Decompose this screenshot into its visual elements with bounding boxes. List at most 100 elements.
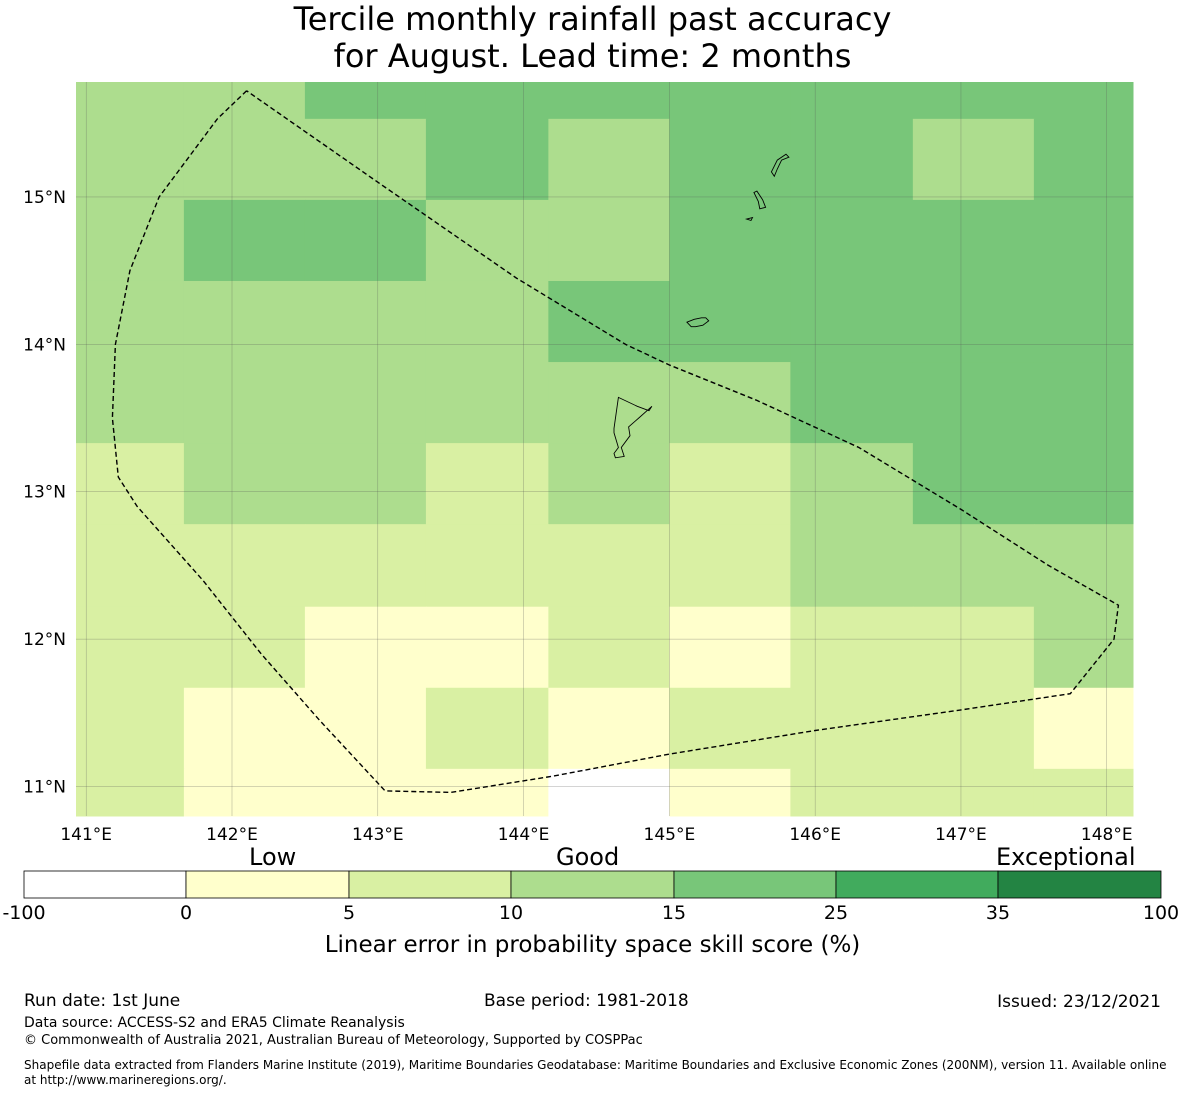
grid-cell <box>183 687 306 770</box>
grid-cell <box>425 443 549 525</box>
grid-cell <box>790 280 914 363</box>
grid-cell <box>304 768 427 817</box>
grid-cell <box>912 362 1035 444</box>
grid-cell <box>76 82 185 120</box>
colorbar-swatch <box>23 870 187 899</box>
colorbar <box>23 870 1162 899</box>
colorbar-tick: -100 <box>2 902 46 924</box>
latitude-label: 11°N <box>23 778 66 798</box>
latitude-labels: 15°N 14°N 13°N 12°N 11°N <box>23 188 66 798</box>
grid-cell <box>790 687 914 770</box>
grid-cell <box>76 443 185 525</box>
grid-cell <box>76 768 185 817</box>
island-outline <box>686 317 710 328</box>
colorbar-swatch <box>673 870 837 899</box>
grid-cell <box>790 524 914 608</box>
grid-cell <box>912 687 1035 770</box>
grid-cell <box>304 687 427 770</box>
grid-cell <box>183 82 306 120</box>
longitude-label: 146°E <box>789 825 841 845</box>
grid-cell <box>183 443 306 525</box>
grid-cell <box>912 524 1035 608</box>
grid-cell <box>425 199 549 282</box>
longitude-label: 148°E <box>1081 825 1133 845</box>
base-period: Base period: 1981-2018 <box>484 991 689 1011</box>
eez-boundary <box>111 90 1120 794</box>
grid-cell <box>912 768 1035 817</box>
grid-cell <box>76 606 185 689</box>
grid-cell <box>76 118 185 201</box>
colorbar-swatch <box>185 870 350 899</box>
grid-cell <box>76 280 185 363</box>
grid-cell <box>304 280 427 363</box>
grid-cell <box>1033 768 1134 817</box>
grid-cell <box>1033 280 1134 363</box>
grid-cell <box>669 687 791 770</box>
grid-cell <box>183 280 306 363</box>
grid-cell <box>548 687 670 770</box>
grid-cell <box>669 524 791 608</box>
grid-cell <box>790 82 914 120</box>
colorbar-tick: 15 <box>661 902 687 924</box>
grid-cell <box>912 118 1035 201</box>
grid-cell <box>1033 82 1134 120</box>
grid-cell <box>669 82 791 120</box>
grid-cell <box>304 118 427 201</box>
grid-cell <box>912 82 1035 120</box>
graticule <box>76 82 1133 816</box>
grid-cell <box>304 443 427 525</box>
latitude-label: 13°N <box>23 483 66 503</box>
grid-cell <box>548 443 670 525</box>
grid-cell <box>548 118 670 201</box>
run-date: Run date: 1st June <box>24 991 181 1011</box>
grid-cell <box>304 362 427 444</box>
grid-cell <box>669 362 791 444</box>
data-source: Data source: ACCESS-S2 and ERA5 Climate … <box>24 1015 405 1031</box>
grid-cell <box>304 199 427 282</box>
island-outline <box>613 396 653 459</box>
grid-cell <box>183 199 306 282</box>
grid-cell <box>304 606 427 689</box>
map-title-line1: Tercile monthly rainfall past accuracy <box>293 0 892 38</box>
grid-cell <box>912 606 1035 689</box>
grid-cell <box>425 606 549 689</box>
grid-cell <box>790 199 914 282</box>
grid-cell <box>425 687 549 770</box>
colorbar-tick: 25 <box>823 902 849 924</box>
island-outline <box>753 190 767 210</box>
grid-cell <box>76 362 185 444</box>
island-outline <box>744 216 754 222</box>
grid-cell <box>790 443 914 525</box>
longitude-label: 143°E <box>352 825 404 845</box>
longitude-label: 145°E <box>644 825 696 845</box>
grid-cell <box>912 199 1035 282</box>
grid-cell <box>183 362 306 444</box>
latitude-label: 15°N <box>23 188 66 208</box>
grid-cell <box>425 280 549 363</box>
category-label-good: Good <box>556 843 620 871</box>
colorbar-tick: 5 <box>342 902 356 924</box>
grid-cell <box>912 280 1035 363</box>
grid-cell <box>669 199 791 282</box>
latitude-label: 12°N <box>23 630 66 650</box>
grid-cell <box>669 606 791 689</box>
grid-cell <box>548 768 670 817</box>
grid-cell <box>669 118 791 201</box>
grid-cell <box>425 524 549 608</box>
grid-cell <box>548 524 670 608</box>
issued-date: Issued: 23/12/2021 <box>997 992 1161 1012</box>
longitude-label: 147°E <box>935 825 987 845</box>
grid-cell <box>76 199 185 282</box>
grid-cell <box>183 524 306 608</box>
category-label-exceptional: Exceptional <box>996 843 1136 871</box>
grid-cell <box>548 362 670 444</box>
colorbar-swatch <box>348 870 512 899</box>
colorbar-swatch <box>835 870 999 899</box>
longitude-label: 142°E <box>206 825 258 845</box>
longitude-label: 141°E <box>60 825 112 845</box>
grid-cell <box>183 118 306 201</box>
skill-grid <box>76 82 1134 817</box>
grid-cell <box>790 606 914 689</box>
map-title-line2: for August. Lead time: 2 months <box>333 37 852 75</box>
grid-cell <box>304 524 427 608</box>
